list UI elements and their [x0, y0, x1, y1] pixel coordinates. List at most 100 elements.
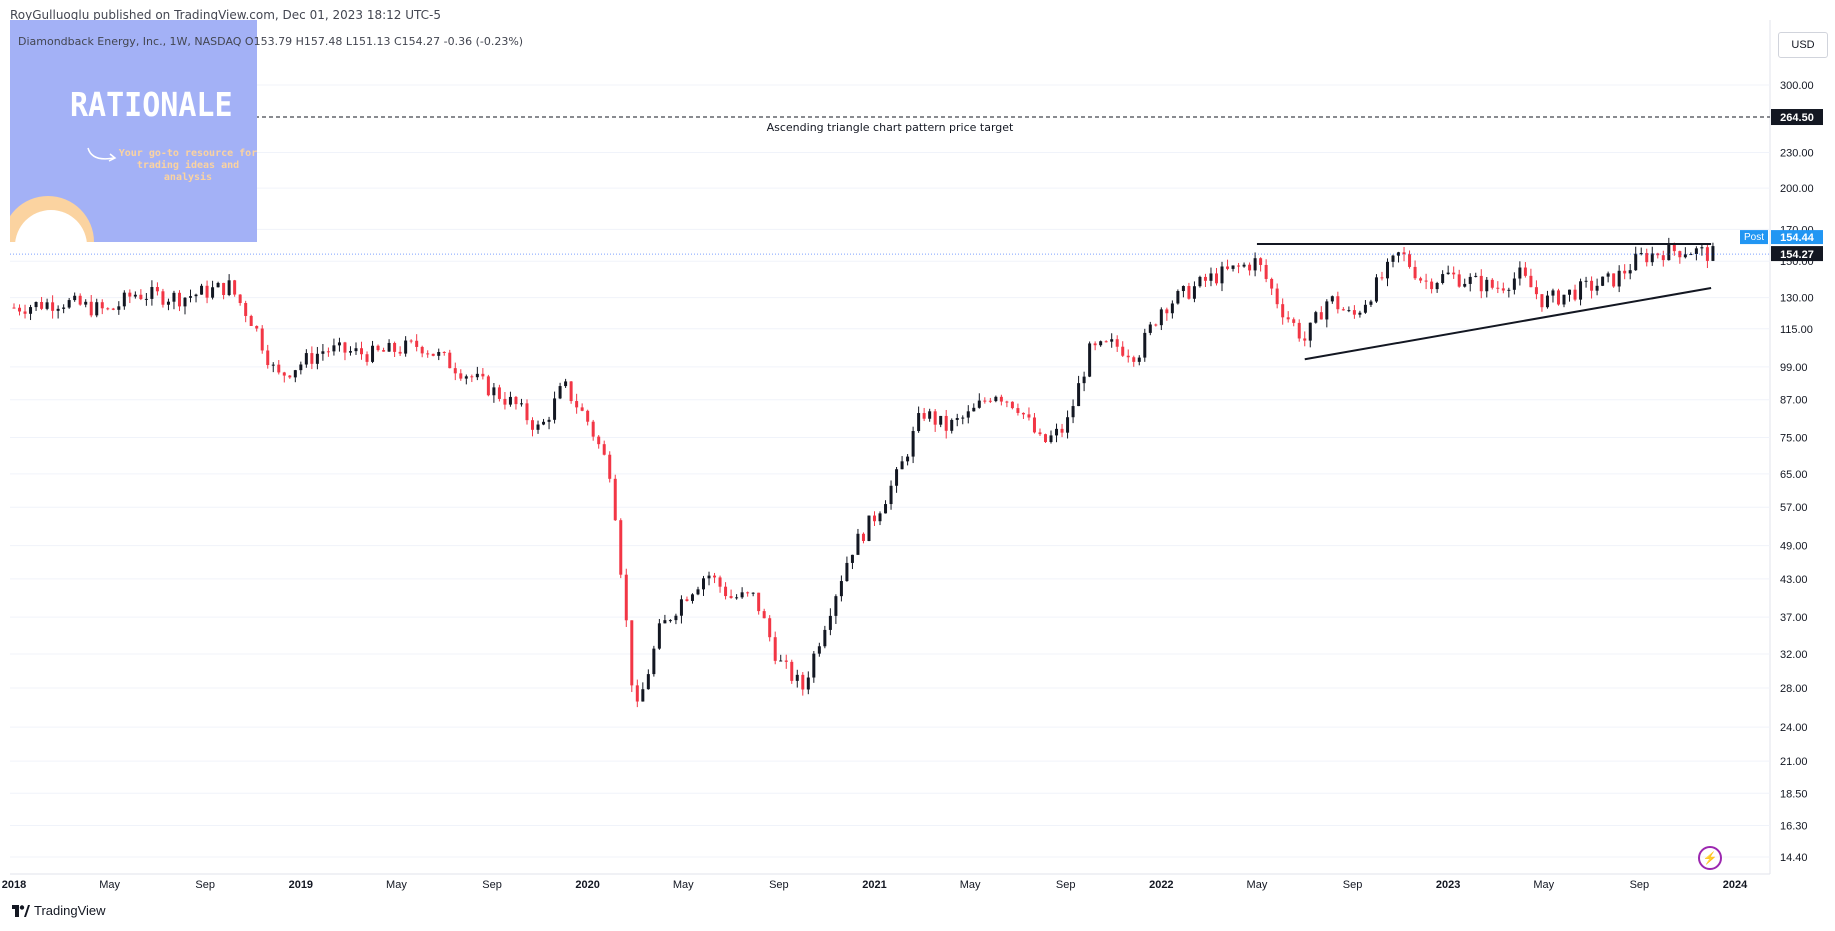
candle-body	[1529, 275, 1533, 288]
candle-body	[1347, 310, 1351, 312]
candle-body	[624, 574, 628, 621]
candle-body	[1441, 274, 1445, 284]
candle-body	[282, 372, 286, 376]
candle-body	[1430, 281, 1434, 290]
candle-body	[1352, 310, 1356, 315]
overlay-subtitle: Your go-to resource for trading ideas an…	[118, 148, 257, 183]
candle-body	[1661, 255, 1665, 261]
x-tick-label: 2022	[1149, 879, 1173, 891]
candle-body	[1694, 248, 1698, 255]
candle-body	[828, 615, 832, 630]
candle-body	[1595, 285, 1599, 291]
curved-arrow-icon	[87, 147, 117, 162]
candle-body	[602, 444, 606, 455]
candle-body	[1385, 261, 1389, 279]
candle-body	[1700, 247, 1704, 249]
price-target-badge-label: 264.50	[1780, 112, 1814, 124]
candle-body	[1457, 274, 1461, 287]
candle-body	[795, 674, 799, 681]
candle-body	[652, 648, 656, 675]
candle-body	[685, 599, 689, 601]
candle-body	[459, 373, 463, 379]
candle-body	[900, 461, 904, 470]
candle-body	[1214, 273, 1218, 284]
candle-body	[183, 297, 187, 307]
candle-body	[415, 340, 419, 347]
y-tick-label: 14.40	[1780, 852, 1808, 864]
candle-body	[1413, 266, 1417, 279]
x-tick-label: Sep	[1630, 879, 1650, 891]
candle-body	[1132, 357, 1136, 362]
x-tick-label: May	[99, 879, 120, 891]
candle-body	[542, 421, 546, 425]
candle-body	[1419, 278, 1423, 281]
candle-body	[1363, 304, 1367, 313]
candle-body	[1226, 266, 1230, 269]
candle-body	[227, 280, 231, 296]
candle-body	[922, 413, 926, 419]
candle-body	[729, 596, 733, 598]
candle-body	[1485, 279, 1489, 292]
candle-body	[977, 400, 981, 408]
candle-body	[950, 419, 954, 431]
candle-body	[321, 351, 325, 354]
candle-body	[62, 307, 66, 309]
candle-body	[735, 597, 739, 599]
candle-body	[315, 353, 319, 364]
candle-body	[1468, 276, 1472, 284]
candle-body	[1474, 275, 1478, 277]
candle-body	[1093, 343, 1097, 346]
candle-body	[95, 302, 99, 316]
y-tick-label: 230.00	[1780, 148, 1814, 160]
symbol-info-line: Diamondback Energy, Inc., 1W, NASDAQ O15…	[18, 35, 524, 48]
candle-body	[332, 345, 336, 352]
candle-body	[823, 629, 827, 647]
candle-body	[1501, 288, 1505, 291]
candle-body	[878, 513, 882, 522]
candle-body	[850, 554, 854, 563]
candle-body	[839, 581, 843, 597]
candle-body	[630, 620, 634, 686]
x-tick-label: 2021	[862, 879, 886, 891]
candle-body	[508, 396, 512, 405]
candle-body	[1110, 339, 1114, 342]
y-tick-label: 57.00	[1780, 502, 1808, 514]
candle-body	[1463, 283, 1467, 287]
candle-body	[768, 618, 772, 638]
candle-body	[1523, 267, 1527, 276]
candle-body	[564, 381, 568, 387]
x-tick-label: 2018	[2, 879, 26, 891]
candle-body	[999, 396, 1003, 402]
candle-body	[1358, 312, 1362, 315]
candle-body	[1380, 277, 1384, 279]
candle-body	[1579, 281, 1583, 300]
candle-body	[497, 387, 501, 399]
candle-body	[1237, 265, 1241, 267]
tradingview-brand[interactable]: TradingView	[12, 903, 106, 918]
candle-body	[431, 353, 435, 356]
candle-body	[111, 308, 115, 310]
candle-body	[939, 415, 943, 425]
candle-body	[1424, 280, 1428, 282]
candle-body	[1325, 301, 1329, 320]
lightning-icon[interactable]: ⚡	[1698, 846, 1722, 870]
candle-body	[1066, 417, 1070, 433]
candle-body	[1397, 252, 1401, 256]
y-tick-label: 87.00	[1780, 395, 1808, 407]
candle-body	[1005, 401, 1009, 403]
candle-body	[966, 411, 970, 418]
y-tick-label: 37.00	[1780, 612, 1808, 624]
candle-body	[1573, 289, 1577, 300]
candle-body	[762, 611, 766, 619]
candle-body	[1606, 273, 1610, 277]
x-tick-label: Sep	[195, 879, 215, 891]
candle-body	[845, 562, 849, 582]
candle-body	[1683, 254, 1687, 258]
candle-body	[856, 533, 860, 555]
candle-body	[1060, 428, 1064, 433]
post-price-badge-label: 154.44	[1780, 232, 1815, 244]
candle-body	[834, 596, 838, 616]
currency-selector[interactable]: USD	[1778, 32, 1828, 58]
candle-body	[740, 592, 744, 598]
